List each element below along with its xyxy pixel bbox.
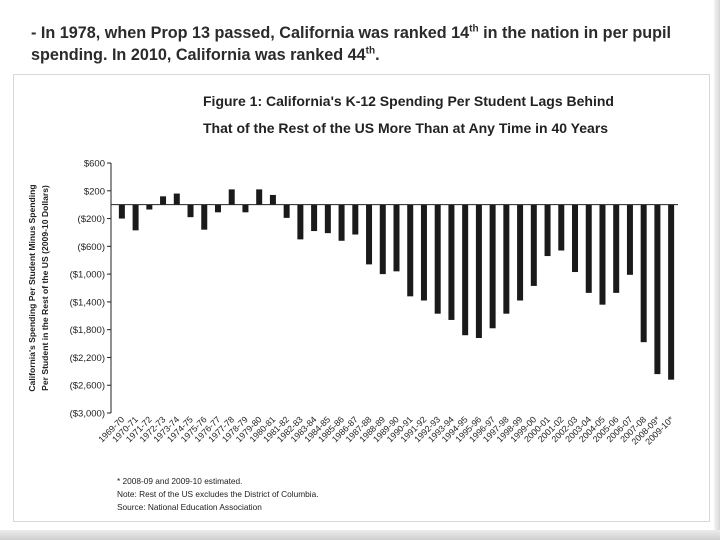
bar-2008-09 xyxy=(654,204,661,375)
bar-1983-84 xyxy=(311,204,318,232)
bar-1995-96 xyxy=(475,204,482,338)
bar-1973-74 xyxy=(173,193,180,205)
bar-2006-07 xyxy=(626,204,633,275)
bar-1979-80 xyxy=(256,189,263,205)
x-axis-labels: 1969-701970-711971-721972-731973-741974-… xyxy=(96,414,676,447)
bar-2001-02 xyxy=(558,204,565,251)
y-tick-label: $600 xyxy=(84,159,105,170)
bar-1992-93 xyxy=(434,204,441,314)
chart-source: Source: National Education Association xyxy=(117,502,262,512)
heading-superscript-2: th xyxy=(365,45,376,57)
bar-1993-94 xyxy=(448,204,455,320)
bar-1985-86 xyxy=(338,204,345,241)
bar-2000-01 xyxy=(544,204,551,257)
heading-text-c: . xyxy=(375,46,380,64)
bar-2004-05 xyxy=(599,204,606,305)
bar-1970-71 xyxy=(132,204,139,231)
bar-1984-85 xyxy=(324,204,331,234)
chart-title-line-2: That of the Rest of the US More Than at … xyxy=(203,120,608,136)
y-axis-ticks: $600 $200 ($200) ($600) ($1,000) ($1,400) ($1,… xyxy=(70,159,111,420)
bars xyxy=(118,189,675,380)
y-axis-label: California's Spending Per Student Minus … xyxy=(27,184,50,391)
y-axis-label-line-1: California's Spending Per Student Minus … xyxy=(27,184,37,391)
bar-1975-76 xyxy=(201,204,208,230)
y-tick-label: ($1,400) xyxy=(70,297,105,308)
bar-2009-10 xyxy=(668,204,675,380)
bar-1978-79 xyxy=(242,204,249,213)
bar-1991-92 xyxy=(420,204,427,301)
bar-1977-78 xyxy=(228,189,235,205)
y-tick-label: ($2,600) xyxy=(70,381,105,392)
chart-footnote: * 2008-09 and 2009-10 estimated. xyxy=(117,476,242,486)
bar-1989-90 xyxy=(393,204,400,272)
bar-1982-83 xyxy=(297,204,304,240)
bar-1990-91 xyxy=(407,204,414,297)
bar-2002-03 xyxy=(572,204,579,273)
bar-1987-88 xyxy=(366,204,373,265)
slide-edge-shadow xyxy=(714,0,720,540)
y-tick-label: ($600) xyxy=(78,242,105,253)
bar-1972-73 xyxy=(160,196,167,205)
bar-1981-82 xyxy=(283,204,290,218)
spending-gap-chart: Figure 1: California's K-12 Spending Per… xyxy=(27,93,678,512)
bar-1998-99 xyxy=(517,204,524,301)
y-tick-label: ($200) xyxy=(78,214,105,225)
chart-panel xyxy=(13,74,710,522)
y-tick-label: ($2,200) xyxy=(70,353,105,364)
chart-title-line-1: Figure 1: California's K-12 Spending Per… xyxy=(203,93,614,109)
bar-1997-98 xyxy=(503,204,510,314)
heading-superscript-1: th xyxy=(469,23,479,35)
y-tick-label: ($1,800) xyxy=(70,325,105,336)
bar-1988-89 xyxy=(379,204,386,275)
slide-heading: - In 1978, when Prop 13 passed, Californ… xyxy=(31,22,701,66)
bar-1999-00 xyxy=(530,204,537,286)
chart-note: Note: Rest of the US excludes the Distri… xyxy=(117,489,319,499)
y-tick-label: ($1,000) xyxy=(70,270,105,281)
bar-1974-75 xyxy=(187,204,194,218)
bar-1986-87 xyxy=(352,204,359,235)
bar-1969-70 xyxy=(118,204,125,219)
bar-1971-72 xyxy=(146,204,153,210)
bar-2005-06 xyxy=(613,204,620,293)
bar-1994-95 xyxy=(462,204,469,336)
bar-1976-77 xyxy=(214,204,221,213)
bar-2003-04 xyxy=(585,204,592,293)
bar-2007-08 xyxy=(640,204,647,343)
y-tick-label: $200 xyxy=(84,186,105,197)
bar-1980-81 xyxy=(269,194,276,205)
y-axis-label-line-2: Per Student in the Rest of the US (2009-… xyxy=(40,185,50,391)
bar-1996-97 xyxy=(489,204,496,329)
slide-bottom-shadow xyxy=(0,530,720,540)
heading-text-a: - In 1978, when Prop 13 passed, Californ… xyxy=(31,24,470,42)
y-tick-label: ($3,000) xyxy=(70,409,105,420)
heading-text-b: in the nation in per pupil spending. In … xyxy=(31,24,672,64)
